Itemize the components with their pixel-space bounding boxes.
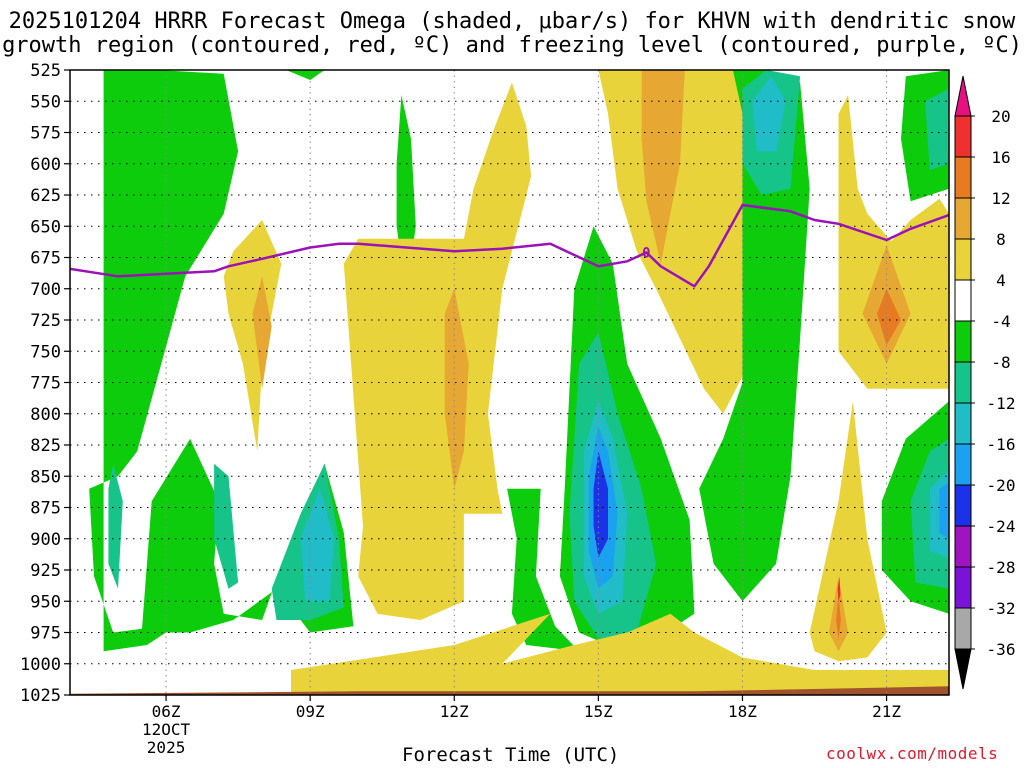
x-tick-label: 18Z (728, 702, 757, 721)
freezing-level-group: 0 (70, 203, 949, 288)
omega-region-green (507, 488, 580, 652)
colorbar-top-arrow (954, 75, 972, 117)
colorbar-label: -16 (987, 435, 1016, 454)
colorbar-label: -36 (987, 640, 1016, 659)
colorbar-label: -12 (987, 394, 1016, 413)
colorbar-swatch (954, 279, 972, 322)
colorbar-swatch (954, 156, 972, 199)
terrain-ground (70, 686, 949, 695)
omega-region-green (286, 70, 325, 80)
omega-region-teal (925, 88, 949, 170)
y-tick-label: 825 (30, 436, 61, 456)
colorbar-swatch (954, 525, 972, 568)
y-tick-label: 575 (30, 124, 61, 144)
colorbar-label: -8 (991, 353, 1010, 372)
omega-region-green (89, 70, 354, 652)
colorbar-label: 20 (991, 107, 1010, 126)
y-tick-label: 625 (30, 186, 61, 206)
x-tick-label: 21Z (872, 702, 901, 721)
omega-region-orange_light (641, 70, 685, 264)
x-tick-label: 12Z (440, 702, 469, 721)
y-tick-label: 700 (30, 280, 61, 300)
colorbar-swatch (954, 402, 972, 445)
colorbar-swatch (954, 320, 972, 363)
x-tick-label: 06Z (152, 702, 181, 721)
y-tick-label: 550 (30, 92, 61, 112)
omega-region-yellow (291, 613, 949, 695)
y-tick-label: 675 (30, 249, 61, 269)
freezing-level-line (70, 203, 949, 288)
y-tick-label: 600 (30, 155, 61, 175)
freezing-level-label: 0 (642, 246, 650, 262)
colorbar-swatch (954, 197, 972, 240)
omega-region-orange_light (252, 276, 272, 389)
y-tick-label: 950 (30, 592, 61, 612)
y-tick-label: 1025 (20, 686, 61, 706)
y-tick-label: 875 (30, 499, 61, 519)
colorbar-swatch (954, 443, 972, 486)
omega-region-sky (939, 482, 949, 539)
y-tick-label: 1000 (20, 655, 61, 675)
colorbar-swatch (954, 238, 972, 281)
colorbar-swatch (954, 607, 972, 650)
colorbar: 20 16 12 8 4 -4 -8 -12 -16 -20 -24 -28 -32 -36 (954, 75, 1016, 690)
omega-region-cyan (300, 488, 335, 602)
omega-region-yellow (223, 220, 282, 452)
omega-region-orange_light (444, 288, 469, 489)
colorbar-label: 12 (991, 189, 1010, 208)
y-tick-label: 525 (30, 61, 61, 81)
colorbar-label: 16 (991, 148, 1010, 167)
x-tick-label: 09Z (296, 702, 325, 721)
y-tick-label: 800 (30, 405, 61, 425)
colorbar-label: 4 (996, 271, 1006, 290)
omega-region-orange (836, 595, 841, 639)
y-tick-label: 775 (30, 374, 61, 394)
colorbar-label: 8 (996, 230, 1006, 249)
ground-surface (70, 686, 949, 695)
colorbar-label: -28 (987, 558, 1016, 577)
y-tick-label: 725 (30, 311, 61, 331)
colorbar-label: -32 (987, 599, 1016, 618)
colorbar-bottom-arrow (954, 648, 972, 690)
x-tick-date-label: 12OCT (142, 720, 191, 739)
omega-region-yellow (343, 82, 532, 620)
colorbar-swatch (954, 566, 972, 609)
omega-region-green (699, 70, 810, 602)
colorbar-swatch (954, 115, 972, 158)
y-tick-label: 750 (30, 342, 61, 362)
y-tick-label: 850 (30, 467, 61, 487)
omega-region-yellow (598, 70, 743, 414)
colorbar-label: -20 (987, 476, 1016, 495)
chart-title-line1: 2025101204 HRRR Forecast Omega (shaded, … (8, 9, 1016, 34)
credit-link[interactable]: coolwx.com/models (826, 744, 999, 763)
omega-region-blue (593, 451, 608, 558)
omega-region-teal (214, 463, 239, 589)
omega-region-red (837, 576, 841, 602)
y-tick-label: 975 (30, 624, 61, 644)
omega-shading (89, 70, 949, 695)
chart-title-line2: growth region (contoured, red, ºC) and f… (2, 33, 1022, 58)
x-tick-year-label: 2025 (147, 738, 186, 757)
omega-region-orange (877, 288, 901, 345)
y-tick-label: 650 (30, 217, 61, 237)
omega-region-teal (108, 463, 123, 589)
y-axis-ticks: 525 550 575 600 625 650 675 700 725 750 775 800 825 8… (20, 61, 70, 706)
x-tick-label: 15Z (584, 702, 613, 721)
y-tick-label: 900 (30, 530, 61, 550)
omega-region-yellow (809, 401, 887, 662)
colorbar-label: -4 (991, 312, 1010, 331)
colorbar-swatch (954, 484, 972, 527)
colorbar-label: -24 (987, 517, 1016, 536)
x-axis-title: Forecast Time (UTC) (402, 744, 620, 766)
colorbar-swatch (954, 361, 972, 404)
y-tick-label: 925 (30, 561, 61, 581)
